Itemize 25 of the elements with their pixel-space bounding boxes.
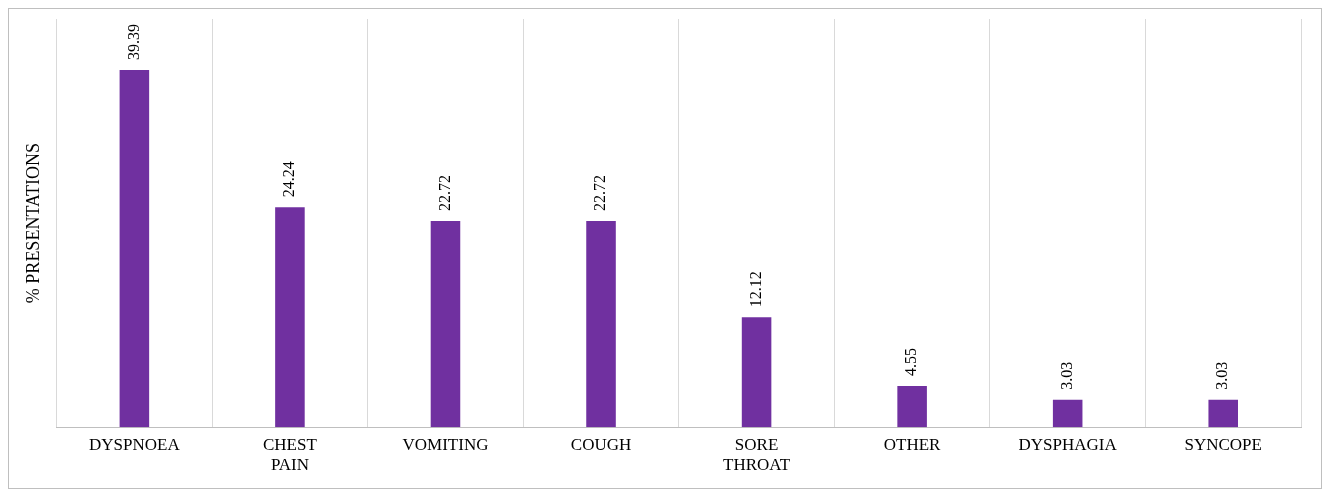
bar xyxy=(119,69,150,428)
x-tick-label: VOMITING xyxy=(402,434,489,454)
bar xyxy=(275,207,305,428)
data-label: 24.24 xyxy=(280,161,298,198)
bar xyxy=(1052,399,1083,428)
x-tick-label: DYSPNOEA xyxy=(89,434,181,454)
bar xyxy=(741,317,772,428)
x-tick-label: OTHER xyxy=(883,434,942,454)
bar xyxy=(430,221,461,428)
x-tick-label: COUGH xyxy=(570,434,632,454)
x-tick-label: DYSPHAGIA xyxy=(1018,434,1118,454)
bar xyxy=(586,221,616,428)
bar xyxy=(897,385,927,428)
y-axis-title: % PRESENTATIONS xyxy=(22,143,43,304)
x-tick-label: CHEST PAIN xyxy=(263,434,318,475)
data-label: 3.03 xyxy=(1057,361,1075,390)
bar xyxy=(1208,399,1238,428)
data-label: 22.72 xyxy=(591,175,609,212)
data-label: 12.12 xyxy=(746,271,764,308)
data-label: 39.39 xyxy=(124,23,142,60)
x-tick-label: SORE THROAT xyxy=(723,434,791,475)
data-label: 3.03 xyxy=(1213,361,1231,390)
x-tick-label: SYNCOPE xyxy=(1184,434,1262,454)
data-label: 4.55 xyxy=(902,347,920,376)
data-label: 22.72 xyxy=(435,175,453,212)
